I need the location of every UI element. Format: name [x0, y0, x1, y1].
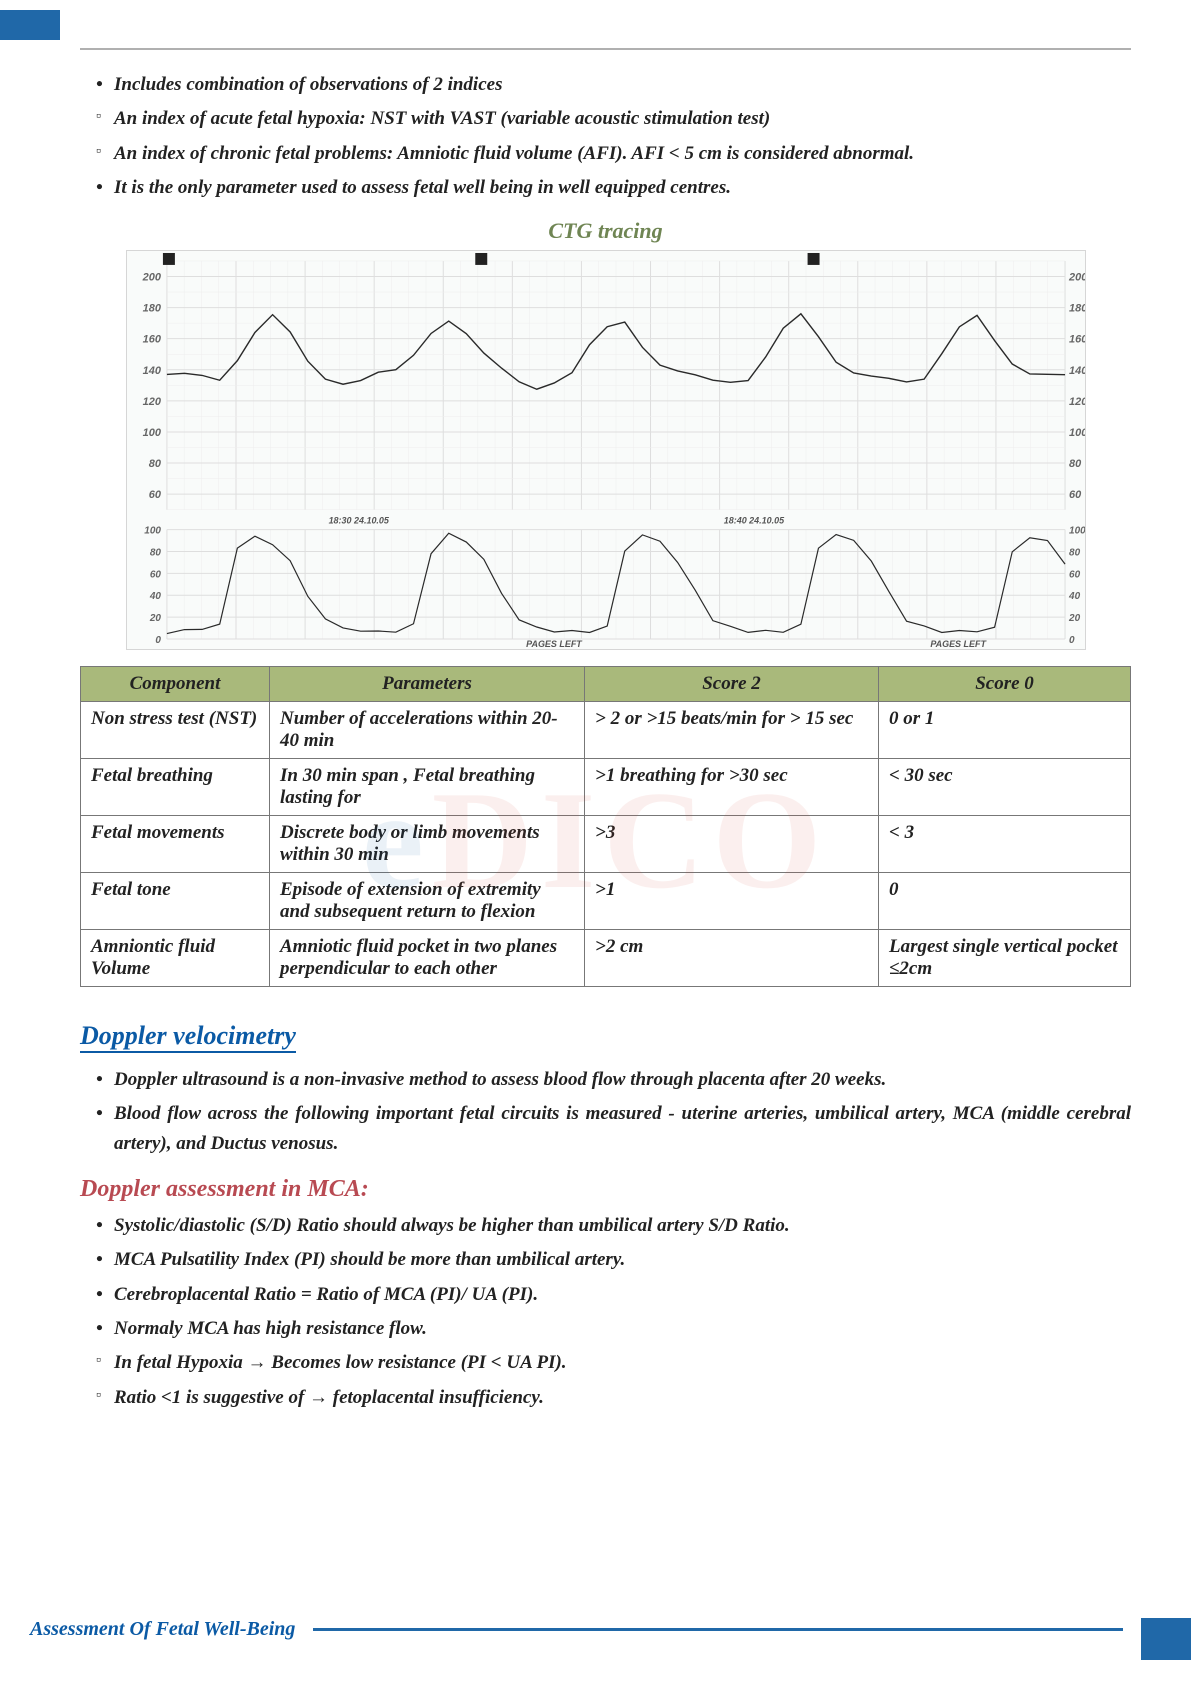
table-cell: >1 breathing for >30 sec	[585, 758, 879, 815]
table-cell: Amniotic fluid pocket in two planes perp…	[270, 929, 585, 986]
table-cell: Fetal breathing	[81, 758, 270, 815]
bullet-item: It is the only parameter used to assess …	[96, 173, 1131, 203]
bullet-item: Normaly MCA has high resistance flow.	[96, 1314, 1131, 1344]
doppler-heading: Doppler velocimetry	[80, 1021, 296, 1053]
svg-text:60: 60	[149, 569, 161, 580]
doppler-bullets: Doppler ultrasound is a non-invasive met…	[80, 1065, 1131, 1160]
table-cell: Largest single vertical pocket ≤2cm	[879, 929, 1131, 986]
bpp-table: ComponentParametersScore 2Score 0 Non st…	[80, 666, 1131, 987]
table-cell: Amniontic fluid Volume	[81, 929, 270, 986]
table-row: Fetal movementsDiscrete body or limb mov…	[81, 815, 1131, 872]
svg-text:18:40 24.10.05: 18:40 24.10.05	[723, 515, 784, 525]
header-rule	[80, 48, 1131, 50]
table-cell: Episode of extension of extremity and su…	[270, 872, 585, 929]
table-cell: < 3	[879, 815, 1131, 872]
svg-text:180: 180	[1069, 302, 1085, 314]
svg-text:80: 80	[1069, 458, 1081, 470]
table-cell: Discrete body or limb movements within 3…	[270, 815, 585, 872]
table-header: Score 2	[585, 666, 879, 701]
table-cell: >3	[585, 815, 879, 872]
svg-text:180: 180	[142, 302, 160, 314]
table-cell: >1	[585, 872, 879, 929]
footer-rule	[313, 1628, 1123, 1631]
bullet-item: Doppler ultrasound is a non-invasive met…	[96, 1065, 1131, 1095]
svg-text:160: 160	[142, 333, 160, 345]
footer: Assessment Of Fetal Well-Being	[30, 1618, 1191, 1654]
table-cell: Fetal movements	[81, 815, 270, 872]
svg-text:PAGES LEFT: PAGES LEFT	[930, 639, 987, 649]
table-header: Component	[81, 666, 270, 701]
bullet-item: Systolic/diastolic (S/D) Ratio should al…	[96, 1211, 1131, 1241]
svg-text:60: 60	[1069, 489, 1081, 501]
mca-bullets: Systolic/diastolic (S/D) Ratio should al…	[80, 1211, 1131, 1413]
svg-text:140: 140	[142, 364, 160, 376]
svg-text:200: 200	[141, 271, 160, 283]
ctg-title: CTG tracing	[80, 218, 1131, 244]
footer-accent	[1141, 1618, 1191, 1660]
header-accent	[0, 10, 60, 40]
table-cell: Non stress test (NST)	[81, 701, 270, 758]
table-cell: < 30 sec	[879, 758, 1131, 815]
svg-text:20: 20	[148, 613, 161, 624]
mca-heading: Doppler assessment in MCA:	[80, 1176, 1131, 1203]
top-bullets: Includes combination of observations of …	[80, 70, 1131, 204]
svg-text:0: 0	[155, 635, 161, 646]
svg-text:120: 120	[142, 395, 160, 407]
svg-text:18:30 24.10.05: 18:30 24.10.05	[328, 515, 389, 525]
bullet-item: Blood flow across the following importan…	[96, 1099, 1131, 1160]
table-row: Fetal toneEpisode of extension of extrem…	[81, 872, 1131, 929]
svg-text:80: 80	[148, 458, 160, 470]
svg-text:100: 100	[1069, 525, 1085, 536]
bullet-item: An index of chronic fetal problems: Amni…	[96, 139, 1131, 169]
table-cell: Number of accelerations within 20-40 min	[270, 701, 585, 758]
table-row: Non stress test (NST)Number of accelerat…	[81, 701, 1131, 758]
table-cell: In 30 min span , Fetal breathing lasting…	[270, 758, 585, 815]
bullet-item: Ratio <1 is suggestive of → fetoplacenta…	[96, 1383, 1131, 1413]
svg-text:40: 40	[1068, 591, 1081, 602]
ctg-chart: 60 60 80 80 100 100 120 120 140 140 160 160 180 180 20…	[126, 250, 1086, 650]
bullet-item: In fetal Hypoxia → Becomes low resistanc…	[96, 1348, 1131, 1378]
svg-text:100: 100	[1069, 427, 1085, 439]
table-row: Fetal breathingIn 30 min span , Fetal br…	[81, 758, 1131, 815]
table-header: Parameters	[270, 666, 585, 701]
svg-text:120: 120	[1069, 395, 1085, 407]
svg-text:40: 40	[148, 591, 161, 602]
table-cell: Fetal tone	[81, 872, 270, 929]
bullet-item: Includes combination of observations of …	[96, 70, 1131, 100]
svg-text:60: 60	[148, 489, 160, 501]
table-cell: >2 cm	[585, 929, 879, 986]
svg-text:160: 160	[1069, 333, 1085, 345]
svg-text:0: 0	[1069, 635, 1075, 646]
table-row: Amniontic fluid VolumeAmniotic fluid poc…	[81, 929, 1131, 986]
svg-text:100: 100	[144, 525, 161, 536]
page-content: Includes combination of observations of …	[80, 70, 1131, 1604]
svg-text:200: 200	[1068, 271, 1085, 283]
bullet-item: An index of acute fetal hypoxia: NST wit…	[96, 104, 1131, 134]
bullet-item: Cerebroplacental Ratio = Ratio of MCA (P…	[96, 1280, 1131, 1310]
svg-text:100: 100	[142, 427, 160, 439]
table-cell: > 2 or >15 beats/min for > 15 sec	[585, 701, 879, 758]
svg-text:PAGES LEFT: PAGES LEFT	[526, 639, 583, 649]
table-cell: 0	[879, 872, 1131, 929]
svg-text:80: 80	[1069, 547, 1081, 558]
bullet-item: MCA Pulsatility Index (PI) should be mor…	[96, 1245, 1131, 1275]
table-cell: 0 or 1	[879, 701, 1131, 758]
table-header: Score 0	[879, 666, 1131, 701]
svg-text:80: 80	[149, 547, 161, 558]
svg-text:140: 140	[1069, 364, 1085, 376]
svg-text:20: 20	[1068, 613, 1081, 624]
footer-title: Assessment Of Fetal Well-Being	[30, 1618, 295, 1641]
svg-text:60: 60	[1069, 569, 1081, 580]
